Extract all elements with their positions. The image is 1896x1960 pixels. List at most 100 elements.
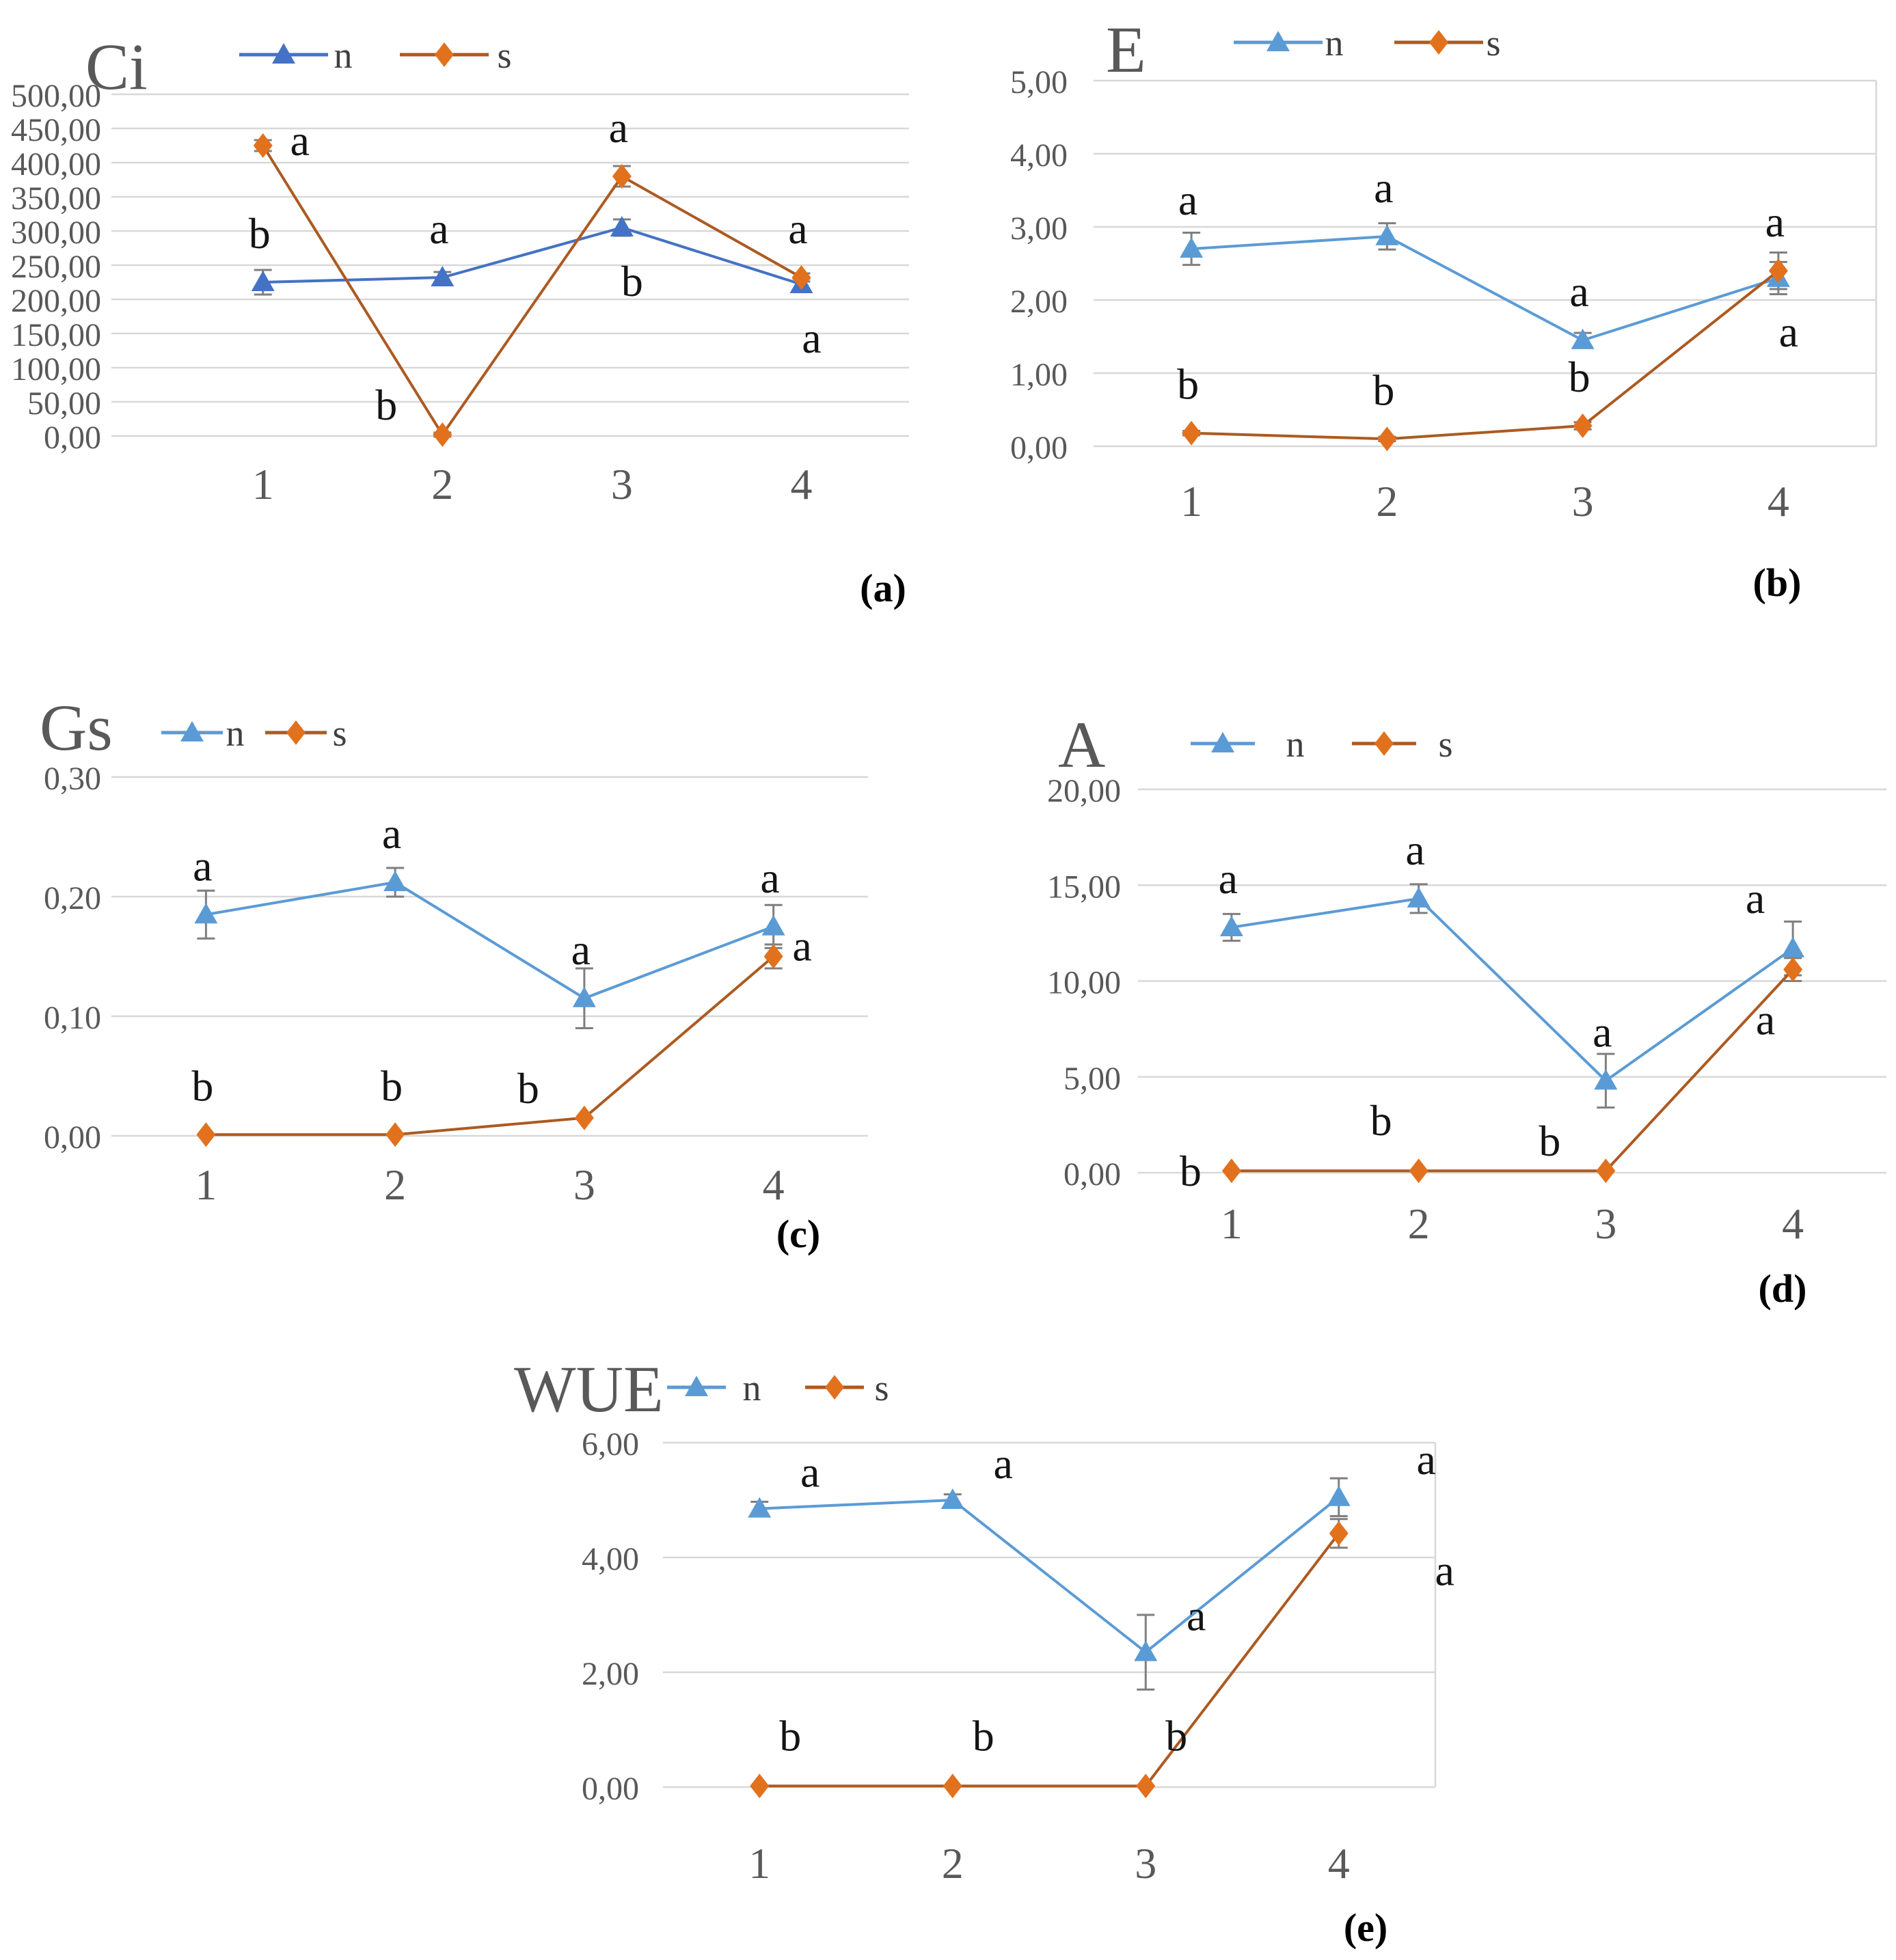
- series-line-s: [1231, 968, 1794, 1173]
- y-axis-tick-label: 150,00: [11, 317, 101, 353]
- significance-letter: a: [802, 314, 821, 362]
- legend-label-s: s: [1438, 724, 1452, 765]
- x-axis-tick-label: 2: [1376, 477, 1398, 526]
- legend-label-s: s: [874, 1367, 889, 1408]
- data-point-s-2: [1409, 1158, 1428, 1184]
- data-point-n-3: [1571, 328, 1595, 349]
- significance-letter: b: [1372, 366, 1394, 414]
- panel-sub-label-b: (b): [1753, 560, 1802, 605]
- y-axis-tick-label: 300,00: [11, 215, 101, 251]
- data-point-s-4: [1768, 258, 1788, 284]
- x-axis-tick-label: 2: [942, 1839, 964, 1888]
- x-axis-tick-label: 3: [1572, 477, 1594, 526]
- data-point-s-3: [1136, 1773, 1156, 1799]
- significance-letter: a: [609, 103, 628, 152]
- significance-letter: b: [381, 1061, 403, 1110]
- data-point-s-1: [196, 1122, 216, 1147]
- x-axis-tick-label: 3: [1595, 1199, 1616, 1248]
- significance-letter: a: [382, 809, 401, 858]
- significance-letter: a: [1765, 198, 1785, 246]
- significance-letter: a: [1187, 1592, 1206, 1640]
- legend-label-n: n: [334, 35, 353, 76]
- significance-letter: a: [1593, 1007, 1612, 1056]
- data-point-s-2: [1377, 426, 1397, 452]
- panel-sub-label-a: (a): [860, 566, 906, 610]
- data-point-n-2: [431, 266, 455, 286]
- x-axis-tick-label: 3: [573, 1160, 595, 1209]
- data-point-n-3: [610, 216, 634, 236]
- significance-letter: a: [788, 204, 807, 253]
- legend-triangle-marker: [180, 721, 204, 741]
- y-axis-tick-label: 350,00: [11, 180, 101, 217]
- series-line-s: [1191, 269, 1780, 441]
- y-axis-tick-label: 6,00: [582, 1426, 639, 1462]
- significance-letter: b: [1569, 353, 1590, 401]
- data-point-s-3: [1596, 1158, 1616, 1184]
- legend-triangle-marker: [685, 1376, 708, 1396]
- legend-label-s: s: [1486, 23, 1500, 64]
- y-axis-tick-label: 400,00: [11, 146, 101, 182]
- legend-label-n: n: [743, 1367, 761, 1408]
- y-axis-tick-label: 50,00: [27, 385, 101, 422]
- data-point-s-4: [1329, 1521, 1349, 1546]
- significance-letter: a: [792, 922, 811, 970]
- x-axis-tick-label: 4: [1782, 1199, 1804, 1248]
- data-point-s-2: [943, 1773, 962, 1799]
- data-point-s-3: [574, 1105, 594, 1130]
- x-axis-tick-label: 4: [1768, 477, 1789, 526]
- panel-sub-label-c: (c): [776, 1212, 820, 1256]
- significance-letter: a: [1417, 1435, 1436, 1484]
- y-axis-tick-label: 4,00: [1010, 137, 1068, 174]
- data-point-n-3: [572, 986, 596, 1007]
- x-axis-tick-label: 4: [790, 460, 812, 508]
- data-point-n-4: [761, 914, 785, 936]
- x-axis-tick-label: 1: [252, 460, 274, 508]
- x-axis-tick-label: 2: [1408, 1199, 1430, 1248]
- series-line-s: [206, 955, 774, 1136]
- significance-letter: a: [1178, 176, 1197, 224]
- y-axis-tick-label: 3,00: [1010, 210, 1068, 247]
- y-axis-tick-label: 200,00: [11, 283, 101, 319]
- gridlines: [1094, 79, 1878, 448]
- legend-label-n: n: [1286, 724, 1305, 765]
- error-bars-s: [254, 139, 811, 438]
- chart-title-b: E: [1106, 13, 1146, 86]
- significance-letter: b: [517, 1064, 539, 1113]
- significance-letter: a: [1374, 163, 1393, 212]
- data-point-n-1: [251, 271, 275, 291]
- y-axis-tick-label: 2,00: [1010, 284, 1068, 320]
- data-point-n-2: [383, 871, 407, 891]
- series-line-n: [1231, 897, 1794, 1083]
- significance-letter: a: [1779, 308, 1798, 356]
- x-axis-tick-label: 2: [384, 1160, 406, 1209]
- y-axis-tick-label: 0,00: [1010, 430, 1068, 466]
- y-axis-tick-label: 250,00: [11, 249, 101, 285]
- series-line-n: [759, 1496, 1340, 1655]
- data-point-s-4: [791, 265, 811, 290]
- series-line-s: [262, 144, 802, 437]
- y-axis-tick-label: 5,00: [1064, 1061, 1121, 1097]
- panel-sub-label-d: (d): [1759, 1266, 1807, 1311]
- x-axis-tick-label: 3: [1135, 1839, 1156, 1888]
- x-axis-tick-label: 1: [1180, 477, 1202, 526]
- data-point-n-2: [1375, 224, 1399, 245]
- legend-triangle-marker: [1267, 31, 1290, 51]
- significance-letter: b: [621, 257, 643, 305]
- error-bars-s: [1182, 251, 1787, 443]
- y-axis-tick-label: 0,00: [44, 420, 101, 456]
- significance-letter: a: [290, 116, 310, 165]
- panel-sub-label-e: (e): [1344, 1905, 1387, 1950]
- y-axis-tick-label: 15,00: [1047, 869, 1121, 905]
- y-axis-tick-label: 5,00: [1010, 64, 1068, 100]
- y-axis-tick-label: 0,00: [44, 1119, 101, 1156]
- y-axis-tick-label: 1,00: [1010, 357, 1068, 393]
- x-axis-tick-label: 1: [748, 1839, 770, 1888]
- data-point-s-1: [253, 133, 273, 158]
